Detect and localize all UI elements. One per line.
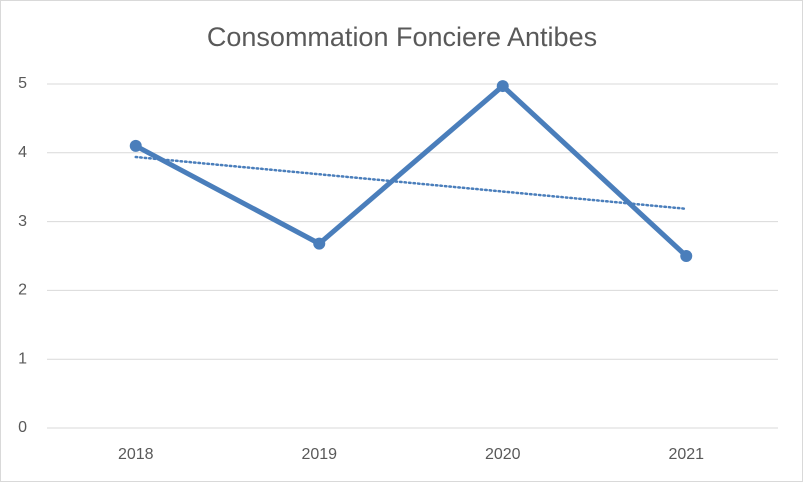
data-line <box>134 83 688 258</box>
y-tick-label: 5 <box>18 75 27 92</box>
data-point <box>313 237 326 250</box>
x-tick-label: 2018 <box>118 446 154 463</box>
x-tick-label: 2021 <box>668 446 704 463</box>
y-tick-label: 1 <box>18 350 27 367</box>
y-tick-label: 0 <box>18 419 27 436</box>
data-point <box>129 139 142 152</box>
y-tick-label: 2 <box>18 282 27 299</box>
x-tick-label: 2019 <box>301 446 337 463</box>
data-point <box>680 250 693 262</box>
y-tick-label: 4 <box>18 144 27 161</box>
chart-title: Consommation Fonciere Antibes <box>207 22 597 52</box>
x-tick-label: 2020 <box>485 446 521 463</box>
data-point <box>496 80 509 93</box>
trendline <box>134 155 688 211</box>
y-tick-label: 3 <box>18 213 27 230</box>
